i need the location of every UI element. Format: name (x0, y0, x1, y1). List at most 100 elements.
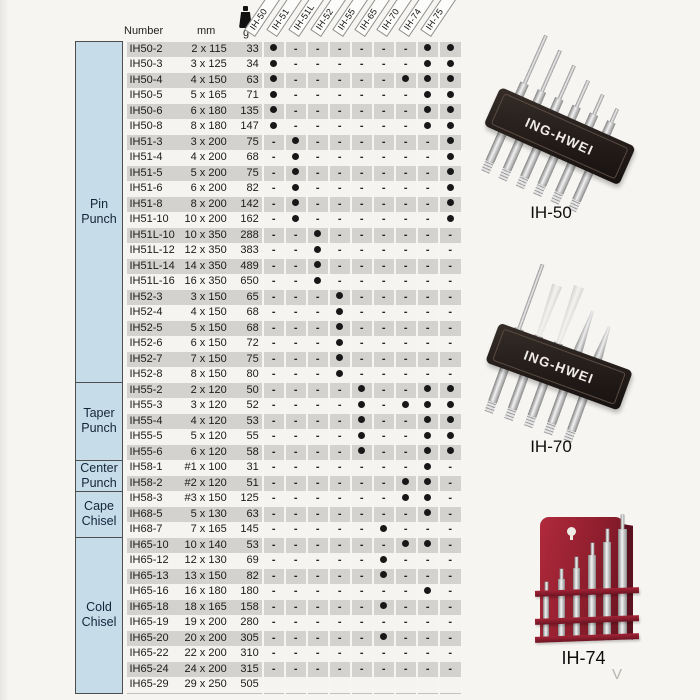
col-header-mm: mm (197, 25, 216, 37)
availability-cell-IH-75: - (437, 274, 461, 290)
column-gap (122, 646, 127, 662)
column-gap (122, 413, 127, 429)
dot-marker (424, 493, 432, 501)
dot-marker (380, 602, 388, 610)
availability-cell-IH-52: - (327, 196, 351, 212)
g-cell: 34 (238, 57, 263, 73)
availability-cell-IH-52: - (327, 661, 351, 677)
g-cell: 75 (238, 351, 263, 367)
dot-marker (424, 44, 432, 52)
g-cell: 80 (238, 367, 263, 383)
availability-cell-IH-65: - (371, 150, 395, 166)
g-cell: 280 (238, 615, 263, 631)
table-row: IH65-13 13 x 150 82- - - - - - - - (76, 568, 461, 584)
table-row: IH51-6 6 x 200 82- - - - - - - (76, 181, 461, 197)
availability-cell-IH-74: - (415, 289, 439, 305)
availability-cell-IH-51L: - (305, 165, 329, 181)
g-cell: 50 (238, 382, 263, 398)
number-cell: IH51-3 (126, 134, 185, 150)
availability-cell-IH-51L: - (305, 320, 329, 336)
dot-marker (402, 478, 410, 486)
g-cell: 650 (238, 274, 263, 290)
availability-cell-IH-55 (349, 429, 373, 445)
dot-marker (292, 214, 300, 222)
g-cell: 33 (238, 41, 263, 57)
dot-marker (292, 152, 300, 160)
mm-cell: 16 x 350 (184, 274, 239, 290)
dot-marker (336, 292, 344, 300)
availability-cell-IH-52 (327, 336, 351, 352)
group-label: Pin Punch (75, 41, 123, 383)
dot-marker (336, 354, 344, 362)
availability-cell-IH-74: - (415, 227, 439, 243)
availability-cell-IH-51L: - (305, 646, 329, 662)
table-row: IH51-10 10 x 200 162- - - - - - - (76, 212, 461, 228)
availability-cell-IH-70: - (393, 382, 417, 398)
availability-cell-IH-70: - (393, 119, 417, 135)
availability-cell-IH-75: - (437, 475, 461, 491)
table-row: IH65-24 24 x 200 315- - - - - - - - - (76, 661, 461, 677)
availability-cell-IH-70: - (393, 522, 417, 538)
availability-cell-IH-55: - (349, 336, 373, 352)
column-gap (122, 553, 127, 569)
availability-cell-IH-70: - (393, 599, 417, 615)
number-cell: IH58-3 (126, 491, 185, 507)
availability-cell-IH-74: - (415, 661, 439, 677)
g-cell: 58 (238, 444, 263, 460)
availability-cell-IH-65: - (371, 88, 395, 104)
availability-cell-IH-50: - (261, 165, 285, 181)
availability-cell-IH-65: - (371, 103, 395, 119)
table-row: IH51-3 3 x 200 75- - - - - - - (76, 134, 461, 150)
mm-cell: 4 x 200 (184, 150, 239, 166)
availability-cell-IH-51: - (283, 367, 307, 383)
number-cell: IH51-4 (126, 150, 185, 166)
mm-cell: 3 x 125 (184, 57, 239, 73)
availability-cell-IH-74: - (415, 243, 439, 259)
g-cell: 125 (238, 491, 263, 507)
g-cell: 53 (238, 537, 263, 553)
number-cell: IH52-5 (126, 320, 185, 336)
g-cell: 68 (238, 150, 263, 166)
table-row: IH51-8 8 x 200 142- - - - - - - (76, 196, 461, 212)
availability-cell-IH-55 (349, 413, 373, 429)
dot-marker (446, 416, 454, 424)
availability-cell-IH-52 (327, 289, 351, 305)
availability-cell-IH-51: - (283, 336, 307, 352)
table-row: IH52-5 5 x 150 68- - - - - - - - (76, 320, 461, 336)
availability-cell-IH-51: - (283, 258, 307, 274)
availability-cell-IH-50: - (261, 351, 285, 367)
mm-cell: 18 x 165 (184, 599, 239, 615)
availability-cell-IH-50: - (261, 305, 285, 321)
g-cell: 65 (238, 289, 263, 305)
availability-cell-IH-51: - (283, 553, 307, 569)
g-cell: 52 (238, 398, 263, 414)
dot-marker (446, 44, 454, 52)
availability-cell-IH-51L: - (305, 537, 329, 553)
availability-cell-IH-51L: - (305, 212, 329, 228)
table-row: Cape Chisel IH58-3 #3 x 150 125- - - - - - - (75, 490, 461, 538)
brand-text: ING-HWEI (522, 347, 597, 387)
dot-marker (314, 276, 322, 284)
availability-cell-IH-55: - (349, 568, 373, 584)
dot-marker (358, 385, 366, 393)
availability-cell-IH-51L: - (305, 661, 329, 677)
column-gap (122, 196, 127, 212)
table-row: IH51L-10 10 x 350 288- - - - - - - - (76, 227, 461, 243)
availability-cell-IH-74 (415, 103, 439, 119)
dot-marker (446, 106, 454, 114)
table-row: IH68-7 7 x 165 145- - - - - - - - (76, 522, 461, 538)
availability-cell-IH-65: - (371, 258, 395, 274)
availability-cell-IH-52: - (327, 429, 351, 445)
column-gap (122, 351, 127, 367)
mm-cell: 22 x 200 (184, 646, 239, 662)
availability-cell-IH-51: - (283, 119, 307, 135)
availability-cell-IH-74: - (415, 568, 439, 584)
table-row: IH50-3 3 x 125 34- - - - - - (76, 57, 461, 73)
availability-cell-IH-52: - (327, 599, 351, 615)
availability-cell-IH-50: - (261, 227, 285, 243)
mm-cell: #1 x 100 (184, 460, 239, 476)
table-row: IH65-19 19 x 200 280- - - - - - - - - (76, 615, 461, 631)
availability-cell-IH-65: - (371, 615, 395, 631)
availability-cell-IH-65: - (371, 367, 395, 383)
availability-cell-IH-74: - (415, 351, 439, 367)
